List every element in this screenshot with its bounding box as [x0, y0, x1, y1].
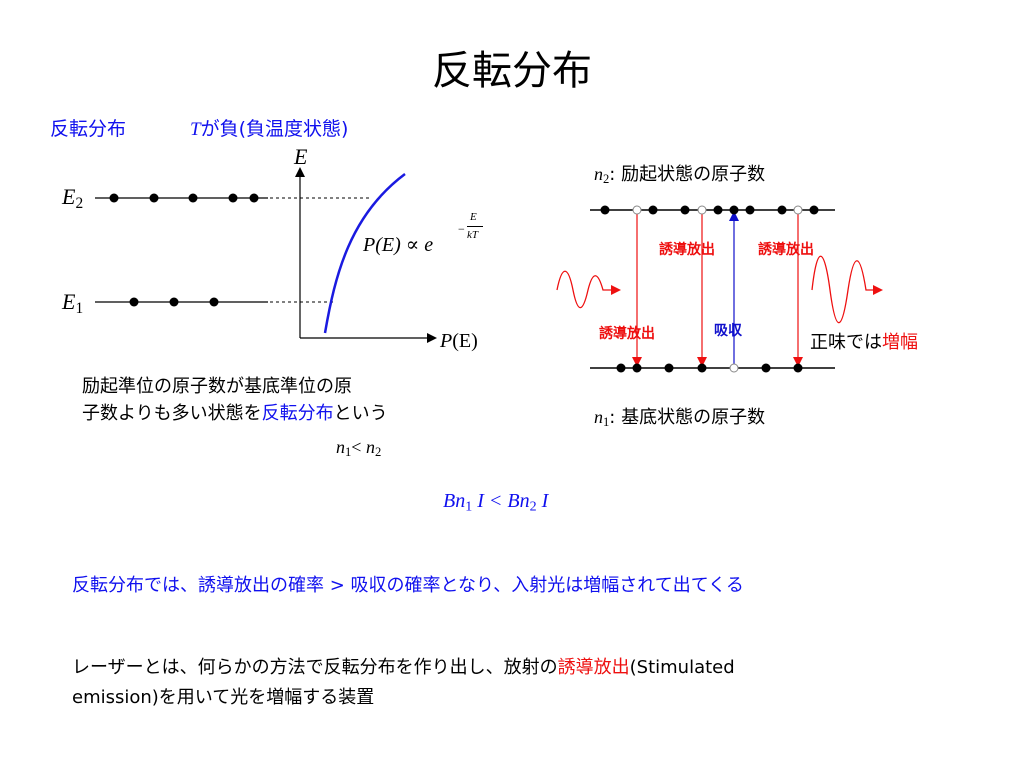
incoming-light-wave	[556, 270, 621, 309]
formula-exponent-minus: −	[458, 222, 465, 236]
upper-atom	[149, 193, 159, 203]
rate-relation: Bn1 I < Bn2 I	[443, 490, 549, 515]
right-upper-atoms	[600, 205, 819, 215]
negative-temperature-heading: Tが負(負温度状態)	[190, 114, 348, 141]
temperature-symbol: T	[190, 119, 201, 140]
upper-atom	[228, 193, 238, 203]
description-line-1: 励起準位の原子数が基底準位の原	[82, 376, 352, 397]
lower-atom	[209, 297, 219, 307]
page-title: 反転分布	[432, 48, 592, 94]
left-axes	[295, 167, 437, 343]
lower-atom	[169, 297, 179, 307]
distribution-curve	[323, 172, 406, 334]
laser-definition-line-2: emission)を用いて光を増幅する装置	[72, 687, 375, 708]
left-upper-level	[95, 193, 372, 203]
inversion-heading: 反転分布	[50, 118, 127, 140]
upper-atom	[188, 193, 198, 203]
probability-axis-label: P(E)	[440, 330, 478, 352]
lower-atom	[129, 297, 139, 307]
upper-atom	[109, 193, 119, 203]
energy-axis-label: E	[294, 144, 308, 169]
right-lower-atoms	[616, 363, 803, 373]
formula-fraction-bar	[467, 226, 483, 227]
stimulated-emission-label-1: 誘導放出	[659, 242, 715, 258]
lower-level-label: E1	[62, 289, 84, 317]
left-lower-level	[95, 297, 334, 307]
negative-temperature-text: が負(負温度状態)	[200, 118, 349, 140]
stimulated-emission-label-3: 誘導放出	[599, 326, 655, 342]
net-gain-label: 正味では増幅	[810, 332, 918, 353]
formula-exponent-denominator: kT	[467, 229, 478, 241]
boltzmann-formula: P(E) ∝ e	[363, 234, 434, 256]
description-line-2: 子数よりも多い状態を反転分布という	[82, 403, 388, 424]
conclusion-text: 反転分布では、誘導放出の確率 > 吸収の確率となり、入射光は増幅されて出てくる	[72, 575, 744, 596]
excited-population-label: n2: 励起状態の原子数	[594, 164, 766, 187]
stimulated-emission-label-2: 誘導放出	[758, 242, 814, 258]
laser-definition-line-1: レーザーとは、何らかの方法で反転分布を作り出し、放射の誘導放出(Stimulat…	[72, 657, 735, 678]
formula-exponent-numerator: E	[470, 211, 477, 223]
upper-atom	[249, 193, 259, 203]
amplified-light-wave	[811, 255, 883, 324]
ground-population-label: n1: 基底状態の原子数	[594, 407, 766, 430]
upper-level-label: E2	[62, 184, 84, 212]
absorption-label: 吸収	[714, 323, 742, 339]
population-inequality: n1< n2	[336, 437, 382, 460]
